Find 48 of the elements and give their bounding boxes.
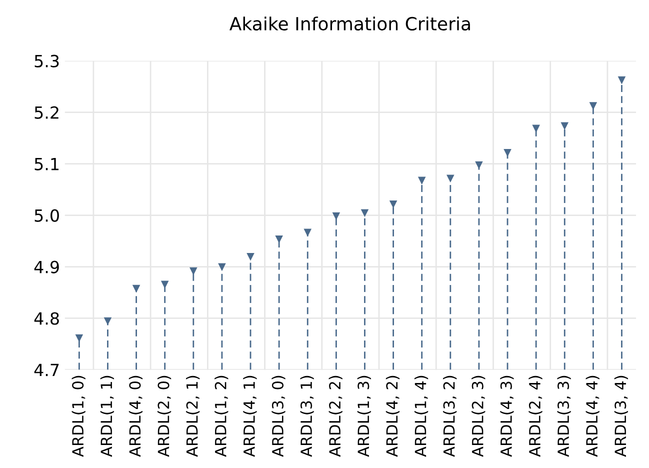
x-tick-label: ARDL(3, 4): [614, 376, 628, 457]
x-tick-label: ARDL(4, 4): [586, 376, 600, 457]
x-tick-label: ARDL(1, 1): [100, 376, 114, 457]
point: [76, 334, 83, 342]
y-tick-label: 5.1: [34, 158, 58, 170]
y-tick-label: 5.0: [34, 209, 59, 222]
x-tick-label: ARDL(2, 4): [528, 376, 542, 457]
point: [475, 161, 482, 168]
point: [618, 76, 626, 84]
point: [218, 263, 226, 270]
x-tick-label: ARDL(2, 1): [186, 376, 200, 457]
x-tick-label: ARDL(1, 0): [72, 376, 86, 457]
x-tick-label: ARDL(1, 4): [414, 376, 428, 457]
point: [276, 235, 283, 242]
x-tick-label: ARDL(4, 1): [243, 376, 257, 457]
point: [304, 228, 312, 236]
y-tick-label: 5.2: [34, 106, 58, 119]
x-tick-label: ARDL(2, 2): [328, 376, 342, 457]
y-tick-label: 5.3: [34, 54, 59, 68]
point: [532, 124, 540, 132]
y-tick-label: 4.9: [34, 260, 59, 274]
point: [190, 267, 197, 274]
point: [590, 102, 597, 110]
y-tick-label: 4.8: [34, 312, 59, 325]
x-tick-label: ARDL(2, 3): [472, 376, 486, 457]
point: [561, 122, 568, 130]
x-tick-label: ARDL(4, 2): [386, 376, 400, 457]
x-tick-label: ARDL(3, 0): [272, 376, 286, 457]
x-tick-label: ARDL(2, 0): [157, 376, 172, 457]
point: [104, 317, 112, 324]
point: [361, 209, 368, 216]
point: [418, 176, 426, 184]
x-tick-label: ARDL(3, 1): [300, 376, 314, 457]
point: [161, 280, 168, 288]
point: [390, 200, 397, 208]
x-tick-label: ARDL(1, 3): [357, 376, 371, 457]
point: [504, 149, 511, 156]
point: [247, 252, 254, 260]
point: [332, 212, 340, 220]
point: [446, 174, 454, 182]
chart-title: Akaike Information Criteria: [229, 16, 470, 31]
point: [132, 284, 140, 292]
y-tick-label: 4.7: [34, 364, 59, 376]
x-tick-label: ARDL(4, 3): [500, 376, 514, 457]
x-tick-label: ARDL(1, 2): [214, 376, 228, 457]
x-tick-label: ARDL(3, 2): [443, 376, 457, 457]
x-tick-label: ARDL(3, 3): [557, 376, 571, 457]
x-tick-label: ARDL(4, 0): [128, 376, 143, 457]
